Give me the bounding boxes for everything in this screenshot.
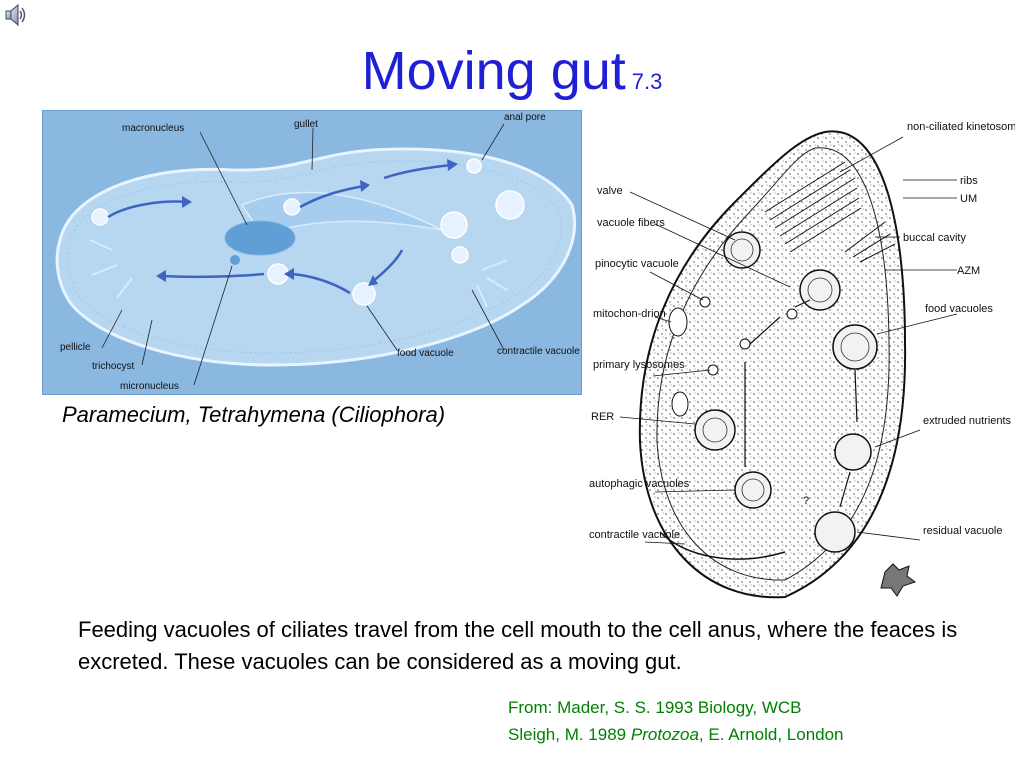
source-citation: From: Mader, S. S. 1993 Biology, WCB Sle… (508, 694, 844, 748)
label-macronucleus: macronucleus (122, 123, 184, 134)
figure-caption: Paramecium, Tetrahymena (Ciliophora) (62, 402, 446, 427)
source-line-2-italic: Protozoa (630, 725, 699, 744)
label-micronucleus: micronucleus (120, 381, 179, 392)
tetrahymena-diagram: non-ciliated kinetosomes ribs UM buccal … (589, 121, 1015, 599)
label-residual-vacuole: residual vacuole (923, 525, 1003, 537)
label-azm: AZM (957, 265, 980, 277)
paramecium-diagram: macronucleus gullet anal pore pellicle t… (42, 110, 582, 395)
label-primary-lysosomes: primary lysosomes (593, 359, 685, 371)
title-text: Moving gut (361, 41, 626, 101)
label-non-ciliated: non-ciliated kinetosomes (907, 121, 1015, 133)
label-gullet: gullet (294, 119, 318, 130)
label-question-mark: ? (803, 495, 809, 507)
label-food-vacuole-1: food vacuole (397, 348, 454, 359)
label-autophagic-vacuoles: autophagic vacuoles (589, 478, 690, 490)
label-pinocytic-vacuole: pinocytic vacuole (595, 258, 679, 270)
label-valve: valve (597, 185, 623, 197)
label-mitochondrion: mitochon-drion (593, 308, 666, 320)
label-buccal-cavity: buccal cavity (903, 232, 966, 244)
source-line-2-prefix: Sleigh, M. 1989 (508, 725, 631, 744)
source-line-2: Sleigh, M. 1989 Protozoa, E. Arnold, Lon… (508, 721, 844, 748)
speaker-icon[interactable] (2, 2, 28, 28)
label-trichocyst: trichocyst (92, 361, 134, 372)
slide-title: Moving gut 7.3 (0, 40, 1024, 102)
label-extruded-nutrients: extruded nutrients (923, 415, 1012, 427)
label-anal-pore: anal pore (504, 112, 546, 123)
label-rer: RER (591, 411, 614, 423)
micronucleus (230, 255, 240, 265)
label-ribs: ribs (960, 175, 978, 187)
title-number: 7.3 (631, 69, 663, 94)
label-contractile-vacuole-1: contractile vacuole (497, 346, 580, 357)
macronucleus (224, 220, 296, 256)
label-pellicle: pellicle (60, 342, 91, 353)
source-line-1: From: Mader, S. S. 1993 Biology, WCB (508, 698, 802, 717)
label-food-vacuoles: food vacuoles (925, 303, 993, 315)
label-contractile-vacuole-2: contractile vacuole (589, 529, 680, 541)
body-text: Feeding vacuoles of ciliates travel from… (78, 617, 958, 674)
source-line-2-suffix: , E. Arnold, London (698, 725, 844, 744)
label-vacuole-fibers: vacuole fibers (597, 217, 665, 229)
label-um: UM (960, 193, 977, 205)
